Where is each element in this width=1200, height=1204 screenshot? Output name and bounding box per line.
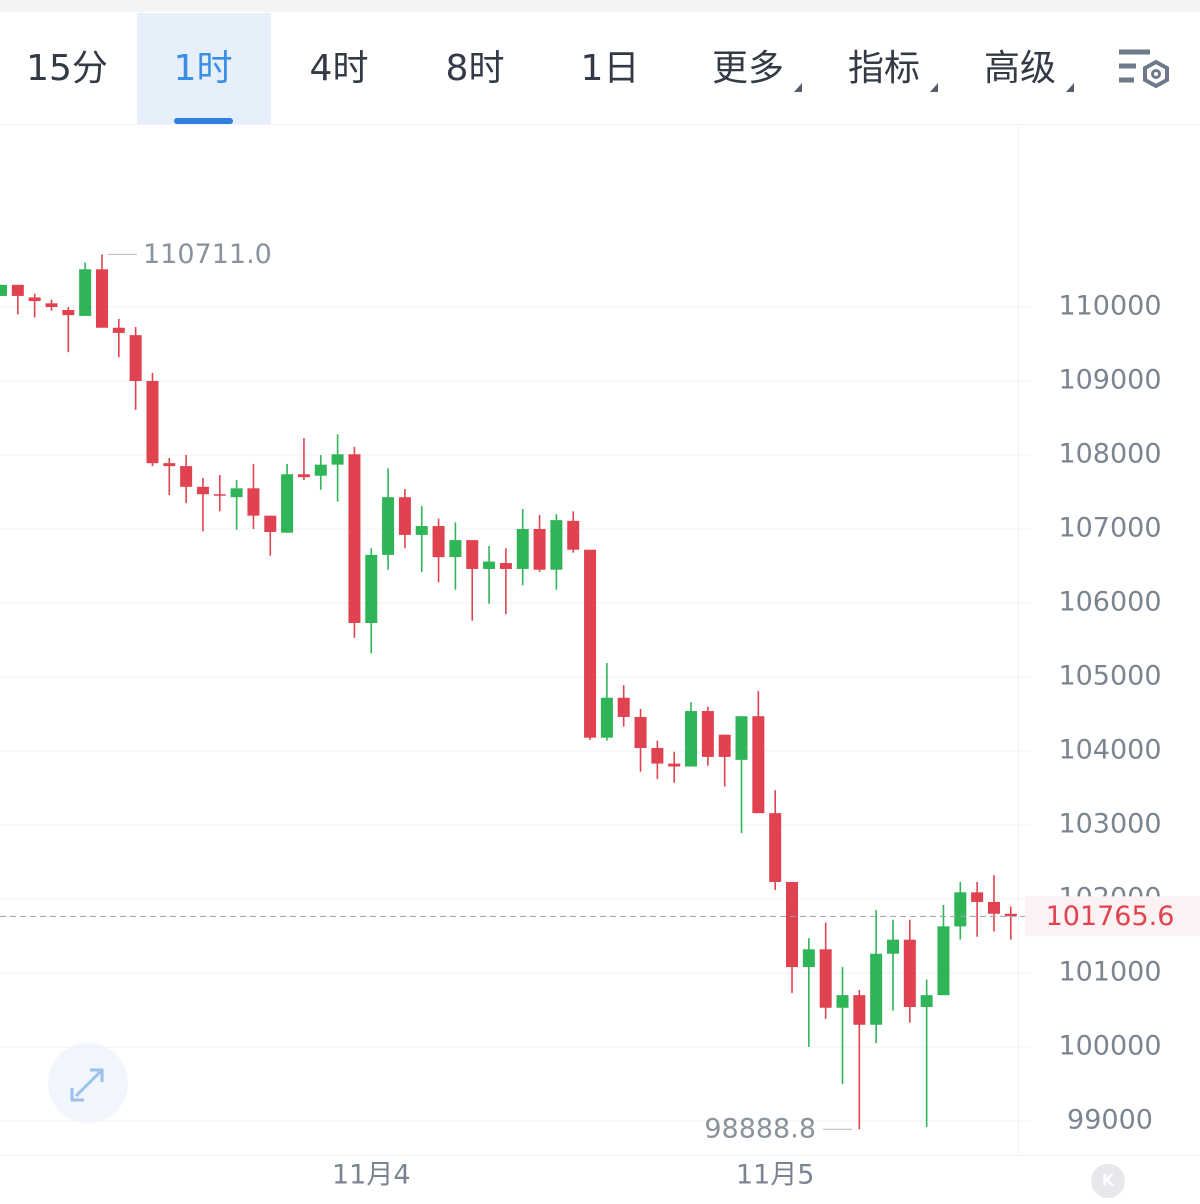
tab[interactable]: 更多 xyxy=(712,48,784,89)
active-tab-bg xyxy=(137,13,271,124)
candle-body xyxy=(297,474,310,478)
candle-body xyxy=(668,763,681,767)
candle-body xyxy=(718,734,731,757)
y-tick-label: 108000 xyxy=(1058,439,1161,470)
candle-body xyxy=(28,297,41,302)
candle-body xyxy=(382,497,395,555)
last-price-box xyxy=(1025,896,1200,937)
candle-body xyxy=(752,716,765,814)
candle-body xyxy=(415,526,428,535)
candle-body xyxy=(920,995,933,1008)
candle-body xyxy=(62,309,75,316)
candle-body xyxy=(516,529,529,569)
tab[interactable]: 1日 xyxy=(581,48,640,89)
candle-body xyxy=(146,381,159,464)
y-tick-label: 105000 xyxy=(1058,660,1161,691)
candle-body xyxy=(483,561,496,569)
candle-body xyxy=(937,926,950,996)
candle-body xyxy=(685,711,698,767)
y-tick-label: 103000 xyxy=(1058,808,1161,839)
candle-body xyxy=(466,540,479,569)
candle-body xyxy=(617,697,630,717)
y-tick-label: 100000 xyxy=(1058,1030,1161,1061)
candle-body xyxy=(971,892,984,902)
candle-body xyxy=(819,949,832,1008)
y-tick-label: 110000 xyxy=(1058,291,1161,322)
tab[interactable]: 4时 xyxy=(310,48,369,89)
candle-body xyxy=(600,697,613,738)
dropdown-triangle xyxy=(794,83,802,92)
candle-body xyxy=(247,488,260,516)
candle-body xyxy=(45,303,58,308)
y-tick-label: 106000 xyxy=(1058,587,1161,618)
candle-body xyxy=(584,549,597,738)
candle-body xyxy=(802,949,815,968)
candle-body xyxy=(499,563,512,569)
candle-body xyxy=(870,953,883,1025)
y-tick-label: 107000 xyxy=(1058,513,1161,544)
candle-body xyxy=(0,284,7,296)
min-label: 98888.8 xyxy=(704,1114,816,1145)
candle-body xyxy=(180,466,193,487)
tab[interactable]: 指标 xyxy=(848,48,920,89)
candle-body xyxy=(449,540,462,558)
candle-body xyxy=(281,474,294,533)
settings-icon[interactable] xyxy=(1119,49,1169,89)
candle-body xyxy=(567,520,580,550)
candle-body xyxy=(1004,913,1017,917)
expand-icon xyxy=(70,1068,104,1102)
candle-body xyxy=(987,901,1000,914)
max-label: 110711.0 xyxy=(143,239,272,270)
tab[interactable]: 15分 xyxy=(26,48,108,89)
x-tick-label: 11月5 xyxy=(736,1160,815,1191)
candle-body xyxy=(769,813,782,882)
candle-body xyxy=(230,488,243,498)
candle-body xyxy=(432,526,445,558)
tab[interactable]: 高级 xyxy=(984,48,1056,89)
candle-body xyxy=(129,335,142,382)
last-price-label: 101765.6 xyxy=(1046,901,1175,932)
y-tick-label: 101000 xyxy=(1058,956,1161,987)
tab[interactable]: 8时 xyxy=(446,48,505,89)
tab[interactable]: 1时 xyxy=(174,48,233,89)
candle-body xyxy=(701,711,714,757)
candle-body xyxy=(112,327,125,333)
candle-body xyxy=(213,494,226,496)
candle-body xyxy=(903,939,916,1008)
candle-body xyxy=(853,995,866,1025)
candle-body xyxy=(79,269,92,316)
scroll-end-icon: K xyxy=(1102,1171,1115,1190)
active-tab-underline xyxy=(174,118,233,124)
candle-body xyxy=(196,486,209,495)
candle-body xyxy=(786,881,799,968)
top-strip xyxy=(0,0,1200,12)
candle-body xyxy=(886,939,899,954)
candle-body xyxy=(533,529,546,570)
candle-body xyxy=(365,554,378,623)
candle-body xyxy=(550,520,563,570)
candle-body xyxy=(11,284,24,296)
candle-body xyxy=(314,464,327,476)
candle-body xyxy=(634,716,647,749)
dropdown-triangle xyxy=(930,83,938,92)
candle-body xyxy=(836,995,849,1008)
candle-body xyxy=(331,454,344,465)
dropdown-triangle xyxy=(1066,83,1074,92)
y-tick-label: 99000 xyxy=(1067,1104,1153,1135)
y-tick-label: 104000 xyxy=(1058,734,1161,765)
candle-body xyxy=(264,515,277,532)
candle-body xyxy=(95,269,108,328)
y-tick-label: 109000 xyxy=(1058,365,1161,396)
x-tick-label: 11月4 xyxy=(332,1160,411,1191)
scroll-end-button[interactable] xyxy=(1091,1164,1125,1198)
candle-body xyxy=(954,892,967,927)
candle-body xyxy=(735,716,748,760)
candle-body xyxy=(398,497,411,535)
candle-body xyxy=(163,463,176,467)
candle-body xyxy=(348,454,361,623)
candle-body xyxy=(651,748,664,764)
